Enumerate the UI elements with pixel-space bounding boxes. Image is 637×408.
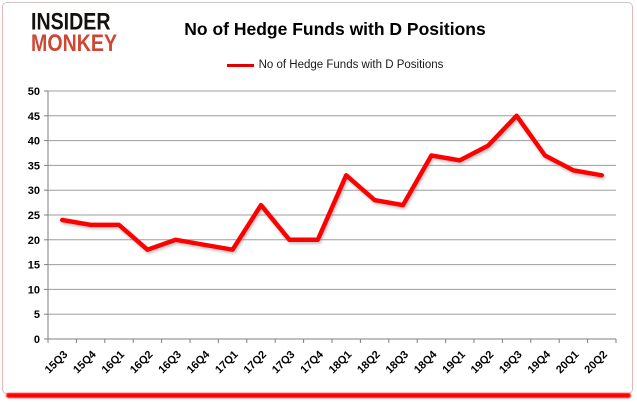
x-tick-label: 15Q4 bbox=[71, 348, 99, 376]
x-tick-label: 18Q1 bbox=[327, 349, 355, 377]
x-tick-label: 16Q3 bbox=[156, 349, 184, 377]
x-tick-label: 17Q4 bbox=[298, 348, 326, 376]
x-tick-label: 20Q1 bbox=[554, 349, 582, 377]
x-tick-label: 17Q3 bbox=[270, 349, 298, 377]
logo-line-insider: INSIDER bbox=[31, 9, 111, 36]
x-tick-label: 16Q1 bbox=[100, 349, 128, 377]
legend-label: No of Hedge Funds with D Positions bbox=[258, 59, 444, 71]
chart-frame: INSIDER MONKEY No of Hedge Funds with D … bbox=[2, 2, 633, 394]
y-tick-label: 15 bbox=[28, 260, 40, 272]
x-tick-label: 16Q4 bbox=[185, 348, 213, 376]
x-tick-label: 15Q3 bbox=[43, 349, 71, 377]
y-tick-label: 40 bbox=[28, 136, 40, 148]
y-tick-label: 30 bbox=[28, 185, 40, 197]
x-tick-label: 19Q3 bbox=[497, 349, 525, 377]
x-tick-label: 16Q2 bbox=[128, 349, 156, 377]
x-tick-label: 19Q4 bbox=[526, 348, 554, 376]
y-tick-label: 50 bbox=[28, 86, 40, 98]
legend-line-swatch bbox=[226, 63, 254, 67]
x-tick-label: 18Q4 bbox=[412, 348, 440, 376]
chart-canvas: 0 5 10 15 20 25 30 35 40 45 50 15Q3 15Q4 16Q1 16Q2 16Q3… bbox=[28, 86, 617, 377]
y-tick-label: 45 bbox=[28, 111, 40, 123]
y-tick-label: 25 bbox=[28, 210, 40, 222]
logo-line-monkey: MONKEY bbox=[31, 31, 118, 58]
frame-bottom-red-bar bbox=[6, 393, 631, 398]
x-tick-label: 18Q2 bbox=[355, 349, 383, 377]
chart-title: No of Hedge Funds with D Positions bbox=[184, 19, 486, 39]
y-tick-label: 10 bbox=[28, 284, 40, 296]
y-tick-label: 35 bbox=[28, 160, 40, 172]
insider-monkey-logo: INSIDER MONKEY bbox=[31, 9, 118, 58]
x-tick-label: 19Q1 bbox=[440, 349, 468, 377]
x-tick-label: 17Q2 bbox=[242, 349, 270, 377]
x-tick-label: 17Q1 bbox=[213, 349, 241, 377]
y-tick-label: 20 bbox=[28, 235, 40, 247]
x-tick-label: 20Q2 bbox=[582, 349, 610, 377]
x-tick-label: 18Q3 bbox=[384, 349, 412, 377]
y-tick-label: 0 bbox=[34, 334, 40, 346]
chart-legend: No of Hedge Funds with D Positions bbox=[50, 59, 620, 71]
series-line bbox=[59, 113, 605, 252]
y-tick-label: 5 bbox=[34, 309, 40, 321]
x-tick-label: 19Q2 bbox=[469, 349, 497, 377]
